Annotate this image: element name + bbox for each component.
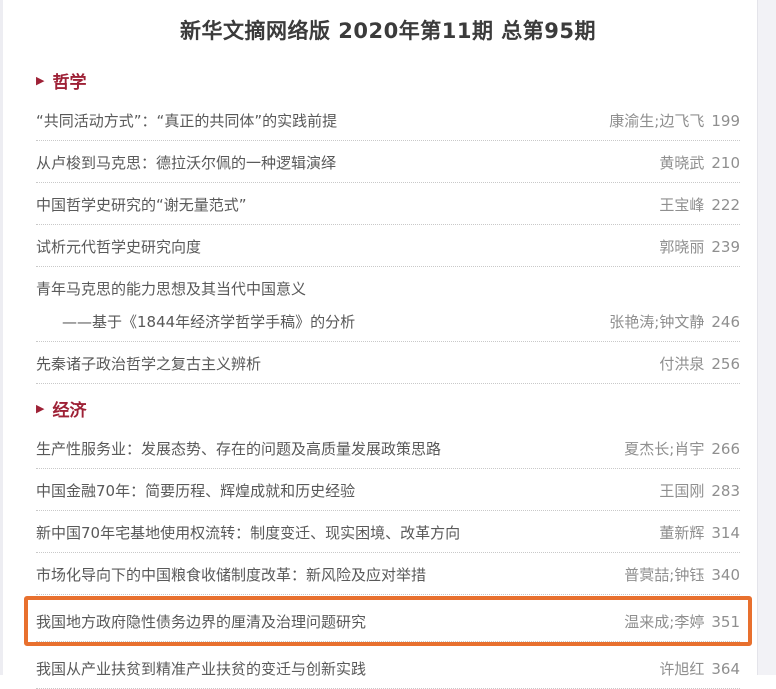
article-subtitle: ——基于《1844年经济学哲学手稿》的分析 [62,313,356,331]
page-title: 新华文摘网络版 2020年第11期 总第95期 [179,19,596,43]
section-bullet-icon: ▶ [36,402,45,415]
sections-container: ▶ 哲学 “共同活动方式”：“真正的共同体”的实践前提 康渝生;边飞飞 199 从卢梭到马… [24,64,752,689]
article-authors: 许旭红 [659,660,705,678]
article-title: 我国从产业扶贫到精准产业扶贫的变迁与创新实践 [36,660,367,678]
article-page-number: 199 [711,112,740,130]
article-title-block: 从卢梭到马克思：德拉沃尔佩的一种逻辑演绎 [36,153,336,173]
article-page-number: 283 [711,482,740,500]
article-authors: 董新辉 [659,524,705,542]
article-authors: 夏杰长;肖宇 [624,440,705,458]
article-authors: 温来成;李婷 [624,613,705,631]
article-title: 中国金融70年：简要历程、辉煌成就和历史经验 [36,482,356,500]
article-meta: 许旭红 364 [643,659,740,679]
toc-row[interactable]: 中国哲学史研究的“谢无量范式” 王宝峰 222 [36,183,740,225]
section-bullet-icon: ▶ [36,74,45,87]
article-meta: 郭晓丽 239 [643,237,740,257]
article-page-number: 256 [711,355,740,373]
toc-row[interactable]: 先秦诸子政治哲学之复古主义辨析 付洪泉 256 [36,342,740,384]
toc-row[interactable]: 新中国70年宅基地使用权流转：制度变迁、现实困境、改革方向 董新辉 314 [36,511,740,553]
article-page-number: 340 [711,566,740,584]
article-title: 先秦诸子政治哲学之复古主义辨析 [36,355,262,373]
article-title: 新中国70年宅基地使用权流转：制度变迁、现实困境、改革方向 [36,524,461,542]
article-title-block: 我国从产业扶贫到精准产业扶贫的变迁与创新实践 [36,659,366,679]
toc-row[interactable]: 市场化导向下的中国粮食收储制度改革：新风险及应对举措 普蓂喆;钟钰 340 [36,553,740,595]
article-authors: 王国刚 [659,482,705,500]
article-page-number: 364 [711,660,740,678]
toc-row[interactable]: 中国金融70年：简要历程、辉煌成就和历史经验 王国刚 283 [36,469,740,511]
article-authors: 黄晓武 [659,154,705,172]
article-page-number: 266 [711,440,740,458]
article-meta: 夏杰长;肖宇 266 [608,439,740,459]
toc-content: 新华文摘网络版 2020年第11期 总第95期 ▶ 哲学 “共同活动方式”：“真正的… [24,0,752,689]
article-title: 市场化导向下的中国粮食收储制度改革：新风险及应对举措 [36,566,427,584]
article-authors: 郭晓丽 [659,238,705,256]
toc-row[interactable]: “共同活动方式”：“真正的共同体”的实践前提 康渝生;边飞飞 199 [36,99,740,141]
page-right-gutter[interactable] [757,0,776,675]
article-meta: 温来成;李婷 351 [608,612,740,632]
article-meta: 普蓂喆;钟钰 340 [608,565,740,585]
toc-row[interactable]: 我国从产业扶贫到精准产业扶贫的变迁与创新实践 许旭红 364 [36,647,740,689]
toc-row[interactable]: 从卢梭到马克思：德拉沃尔佩的一种逻辑演绎 黄晓武 210 [36,141,740,183]
article-meta: 张艳涛;钟文静 246 [593,312,740,332]
toc-row[interactable]: 生产性服务业：发展态势、存在的问题及高质量发展政策思路 夏杰长;肖宇 266 [36,427,740,469]
article-meta: 付洪泉 256 [643,354,740,374]
article-page-number: 314 [711,524,740,542]
article-title-block: 新中国70年宅基地使用权流转：制度变迁、现实困境、改革方向 [36,523,460,543]
article-title: 我国地方政府隐性债务边界的厘清及治理问题研究 [36,613,367,631]
article-meta: 王宝峰 222 [643,195,740,215]
section-label: 经济 [52,401,87,421]
article-title: 从卢梭到马克思：德拉沃尔佩的一种逻辑演绎 [36,154,337,172]
toc-row[interactable]: 我国地方政府隐性债务边界的厘清及治理问题研究 温来成;李婷 351 [36,600,740,642]
highlight-box: 我国地方政府隐性债务边界的厘清及治理问题研究 温来成;李婷 351 [24,596,752,646]
toc-row[interactable]: 试析元代哲学史研究向度 郭晓丽 239 [36,225,740,267]
article-title-block: 生产性服务业：发展态势、存在的问题及高质量发展政策思路 [36,439,441,459]
section-header-0: ▶ 哲学 [36,64,740,97]
article-page-number: 351 [711,613,740,631]
article-title: 青年马克思的能力思想及其当代中国意义 [36,280,307,298]
article-title-block: 中国金融70年：简要历程、辉煌成就和历史经验 [36,481,355,501]
article-meta: 王国刚 283 [643,481,740,501]
article-title-block: 市场化导向下的中国粮食收储制度改革：新风险及应对举措 [36,565,426,585]
article-title-block: 试析元代哲学史研究向度 [36,237,201,257]
article-title: 生产性服务业：发展态势、存在的问题及高质量发展政策思路 [36,440,442,458]
article-title-block: 中国哲学史研究的“谢无量范式” [36,195,247,215]
article-authors: 王宝峰 [659,196,705,214]
article-page-number: 239 [711,238,740,256]
article-meta: 康渝生;边飞飞 199 [593,111,740,131]
article-title-block: 青年马克思的能力思想及其当代中国意义 ——基于《1844年经济学哲学手稿》的分析 [36,279,355,332]
article-title-block: 我国地方政府隐性债务边界的厘清及治理问题研究 [36,612,366,632]
page-left-edge [0,0,3,675]
article-authors: 付洪泉 [659,355,705,373]
article-meta: 黄晓武 210 [643,153,740,173]
article-authors: 康渝生;边飞飞 [609,112,705,130]
article-authors: 张艳涛;钟文静 [609,313,705,331]
section-label: 哲学 [52,73,87,93]
toc-row[interactable]: 青年马克思的能力思想及其当代中国意义 ——基于《1844年经济学哲学手稿》的分析 张… [36,267,740,342]
article-title-block: 先秦诸子政治哲学之复古主义辨析 [36,354,261,374]
article-title: “共同活动方式”：“真正的共同体”的实践前提 [36,112,338,130]
article-page-number: 210 [711,154,740,172]
article-authors: 普蓂喆;钟钰 [624,566,705,584]
article-meta: 董新辉 314 [643,523,740,543]
article-page-number: 222 [711,196,740,214]
article-title: 中国哲学史研究的“谢无量范式” [36,196,247,214]
section-header-1: ▶ 经济 [36,392,740,425]
article-page-number: 246 [711,313,740,331]
article-title-block: “共同活动方式”：“真正的共同体”的实践前提 [36,111,337,131]
article-title: 试析元代哲学史研究向度 [36,238,202,256]
